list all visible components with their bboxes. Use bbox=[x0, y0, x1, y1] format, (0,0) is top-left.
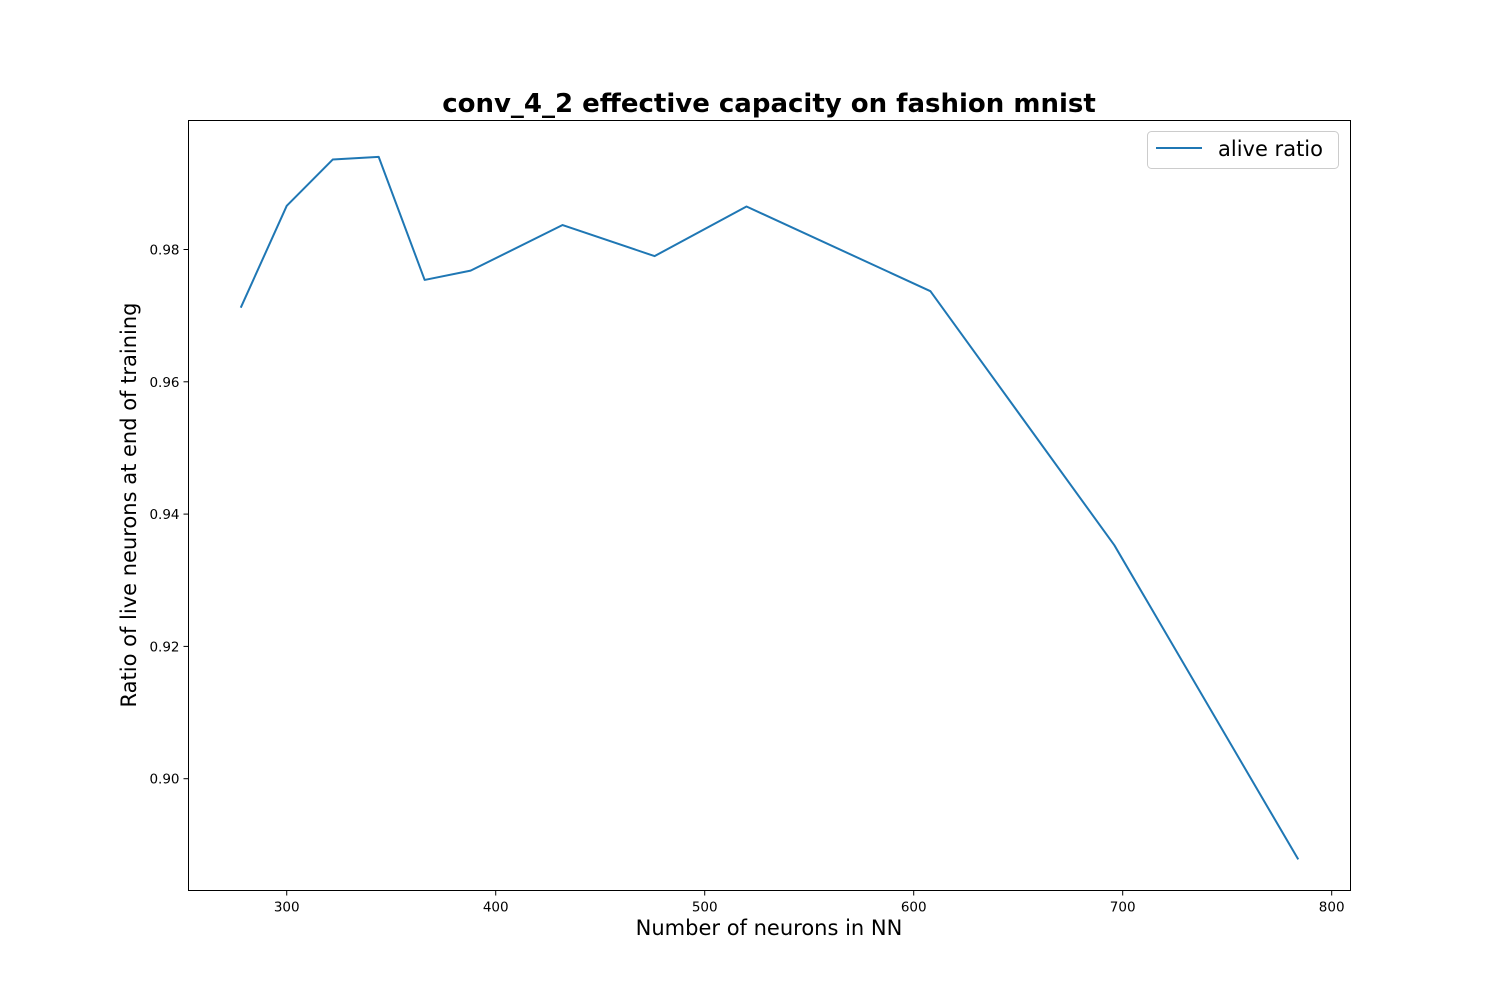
x-axis-label: Number of neurons in NN bbox=[636, 916, 903, 940]
y-tick-label: 0.92 bbox=[149, 639, 179, 655]
y-axis-label: Ratio of live neurons at end of training bbox=[117, 303, 141, 708]
chart-title: conv_4_2 effective capacity on fashion m… bbox=[442, 89, 1096, 119]
y-tick-label: 0.90 bbox=[149, 772, 179, 788]
x-axis: 300 400 500 600 700 800 bbox=[274, 890, 1345, 916]
y-tick-label: 0.98 bbox=[149, 242, 179, 258]
y-tick-label: 0.94 bbox=[149, 507, 179, 523]
x-tick-label: 700 bbox=[1110, 900, 1136, 916]
y-tick-label: 0.96 bbox=[149, 375, 179, 391]
x-tick-label: 800 bbox=[1319, 900, 1345, 916]
x-tick-label: 300 bbox=[274, 900, 300, 916]
x-tick-label: 500 bbox=[692, 900, 718, 916]
x-tick-label: 600 bbox=[901, 900, 927, 916]
legend-box bbox=[1147, 131, 1339, 169]
plot-area-frame bbox=[188, 120, 1351, 891]
y-axis: 0.90 0.92 0.94 0.96 0.98 bbox=[149, 242, 189, 788]
legend: alive ratio bbox=[1147, 131, 1339, 169]
series-line-alive-ratio bbox=[239, 155, 1300, 860]
legend-label: alive ratio bbox=[1218, 137, 1323, 161]
x-tick-label: 400 bbox=[483, 900, 509, 916]
